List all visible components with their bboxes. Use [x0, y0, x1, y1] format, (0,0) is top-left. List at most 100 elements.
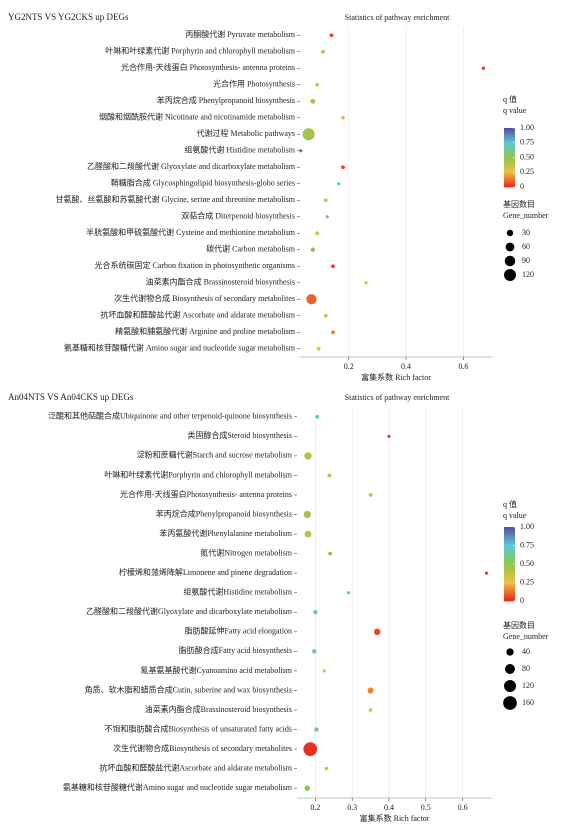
size-legend-label: 90	[522, 256, 530, 265]
colorbar-step	[504, 575, 515, 578]
colorbar-step	[504, 576, 515, 580]
colorbar-step	[504, 547, 515, 550]
colorbar-step	[504, 551, 515, 554]
colorbar-step	[504, 556, 515, 559]
size-legend-label: 160	[522, 698, 534, 707]
bubble	[337, 182, 341, 186]
colorbar-step	[504, 549, 515, 552]
bubble	[321, 49, 325, 54]
colorbar-step	[504, 536, 515, 539]
colorbar-step	[504, 562, 515, 565]
y-tick-label: 甘氨酸、丝氨酸和苏氨酸代谢 Glycine, serine and threon…	[55, 194, 295, 204]
colorbar-step	[504, 176, 515, 179]
colorbar-step	[504, 560, 515, 563]
colorbar-tick-label: 0.25	[520, 167, 534, 176]
bubble	[367, 687, 374, 694]
colorbar-step	[504, 564, 515, 567]
colorbar-tick-label: 0.75	[520, 138, 534, 147]
y-tick-label: 乙醛酸和二羧酸代谢Glyoxylate and dicarboxylate me…	[86, 606, 293, 616]
y-tick-label: 苯丙烷合成 Phenylpropanoid biosynthesis	[157, 95, 295, 105]
colorbar-step	[504, 148, 515, 151]
colorbar-step	[504, 144, 515, 147]
colorbar-step	[504, 588, 515, 591]
colorbar-step	[504, 147, 515, 150]
colorbar-step	[504, 173, 515, 176]
x-tick-label: 0.2	[310, 803, 320, 812]
colorbar-step	[504, 569, 515, 572]
x-tick-label: 0.3	[347, 803, 357, 812]
y-tick-label: 次生代谢物合成Biosynthesis of secondary metabol…	[113, 743, 292, 753]
y-tick-label: 类固醇合成Steroid biosynthesis	[187, 430, 292, 440]
y-tick-label: 淀粉和蔗糖代谢Starch and sucrose metabolism	[137, 450, 293, 460]
x-tick-label: 0.4	[401, 362, 411, 371]
colorbar-step	[504, 599, 515, 602]
colorbar-step	[504, 172, 515, 175]
bubble	[329, 33, 334, 38]
size-legend-label: 40	[522, 647, 530, 656]
colorbar-step	[504, 175, 515, 178]
chart-header: An04NTS VS An04CKS up DEGs	[8, 392, 134, 402]
colorbar-step	[504, 567, 515, 570]
x-tick-label: 0.6	[458, 362, 468, 371]
colorbar-step	[504, 593, 515, 596]
y-tick-label: 油菜素内酯合成 Brassinosteroid biosynthesis	[146, 277, 295, 287]
bubble	[304, 530, 312, 538]
colorbar-step	[504, 179, 515, 182]
size-legend-key	[504, 255, 516, 267]
bubble	[310, 247, 316, 252]
colorbar-tick-label: 1.00	[520, 522, 534, 531]
colorbar-step	[504, 132, 515, 135]
colorbar-step	[504, 184, 515, 186]
bubble	[310, 98, 316, 104]
colorbar-step	[504, 161, 515, 164]
colorbar-step	[504, 545, 515, 548]
chart-header: YG2NTS VS YG2CKS up DEGs	[8, 12, 129, 22]
chart-title: Statistics of pathway enrichment	[345, 13, 450, 22]
colorbar-step	[504, 554, 515, 557]
colorbar-step	[504, 170, 515, 173]
size-legend-key	[506, 229, 514, 237]
colorbar-step	[504, 130, 515, 133]
bubble	[368, 708, 373, 712]
y-tick-label: 氨基糖和核苷酸糖代谢Amino sugar and nucleotide sug…	[63, 782, 293, 792]
bubble	[331, 264, 335, 269]
size-legend-key	[505, 242, 515, 252]
size-legend-label: 120	[522, 681, 534, 690]
colorbar-tick-label: 0.50	[520, 559, 534, 568]
colorbar-step	[504, 169, 515, 172]
size-legend-key	[503, 696, 517, 710]
size-legend-title: Gene_number	[503, 211, 549, 220]
colorbar-step	[504, 589, 515, 593]
colorbar-step	[504, 182, 515, 185]
color-legend-title: q value	[503, 106, 527, 115]
bubble	[315, 414, 320, 419]
bubble	[304, 452, 312, 460]
size-legend-key	[505, 664, 515, 674]
y-tick-label: 抗坏血酸和醛酸盐代谢 Ascorbate and aldarate metabo…	[100, 310, 295, 320]
bubble	[484, 571, 489, 575]
colorbar-step	[504, 541, 515, 545]
y-tick-label: 柠檬烯和蒎烯降解Limonene and pinene degradation	[119, 567, 292, 577]
colorbar-step	[504, 154, 515, 157]
size-legend-label: 30	[522, 228, 530, 237]
y-tick-label: 光合系统碳固定 Carbon fixation in photosyntheti…	[94, 260, 295, 270]
colorbar-step	[504, 527, 515, 530]
colorbar-step	[504, 530, 515, 533]
colorbar-step	[504, 136, 515, 139]
x-tick-label: 0.5	[421, 803, 431, 812]
bubble	[322, 669, 326, 673]
y-tick-label: 光合作用-天线蛋白 Photosynthesis- antenna protei…	[121, 62, 295, 72]
colorbar-step	[504, 145, 515, 148]
colorbar-tick-label: 0.50	[520, 152, 534, 161]
size-legend-title: 基因数目	[503, 620, 535, 630]
size-legend-key	[504, 269, 516, 281]
size-legend-title: Gene_number	[503, 632, 549, 641]
y-tick-label: 脂肪酸延伸Fatty acid elongation	[184, 626, 292, 636]
bubble	[304, 785, 311, 791]
color-legend-title: q 值	[503, 94, 517, 104]
y-tick-label: 组氨酸代谢 Histidine metabolism	[184, 145, 295, 155]
y-tick-label: 叶啉和叶绿素代谢 Porphyrin and chlorophyll metab…	[105, 46, 296, 56]
y-tick-label: 丙酮酸代谢 Pyruvate metabolism	[185, 29, 296, 39]
colorbar-step	[504, 133, 515, 136]
